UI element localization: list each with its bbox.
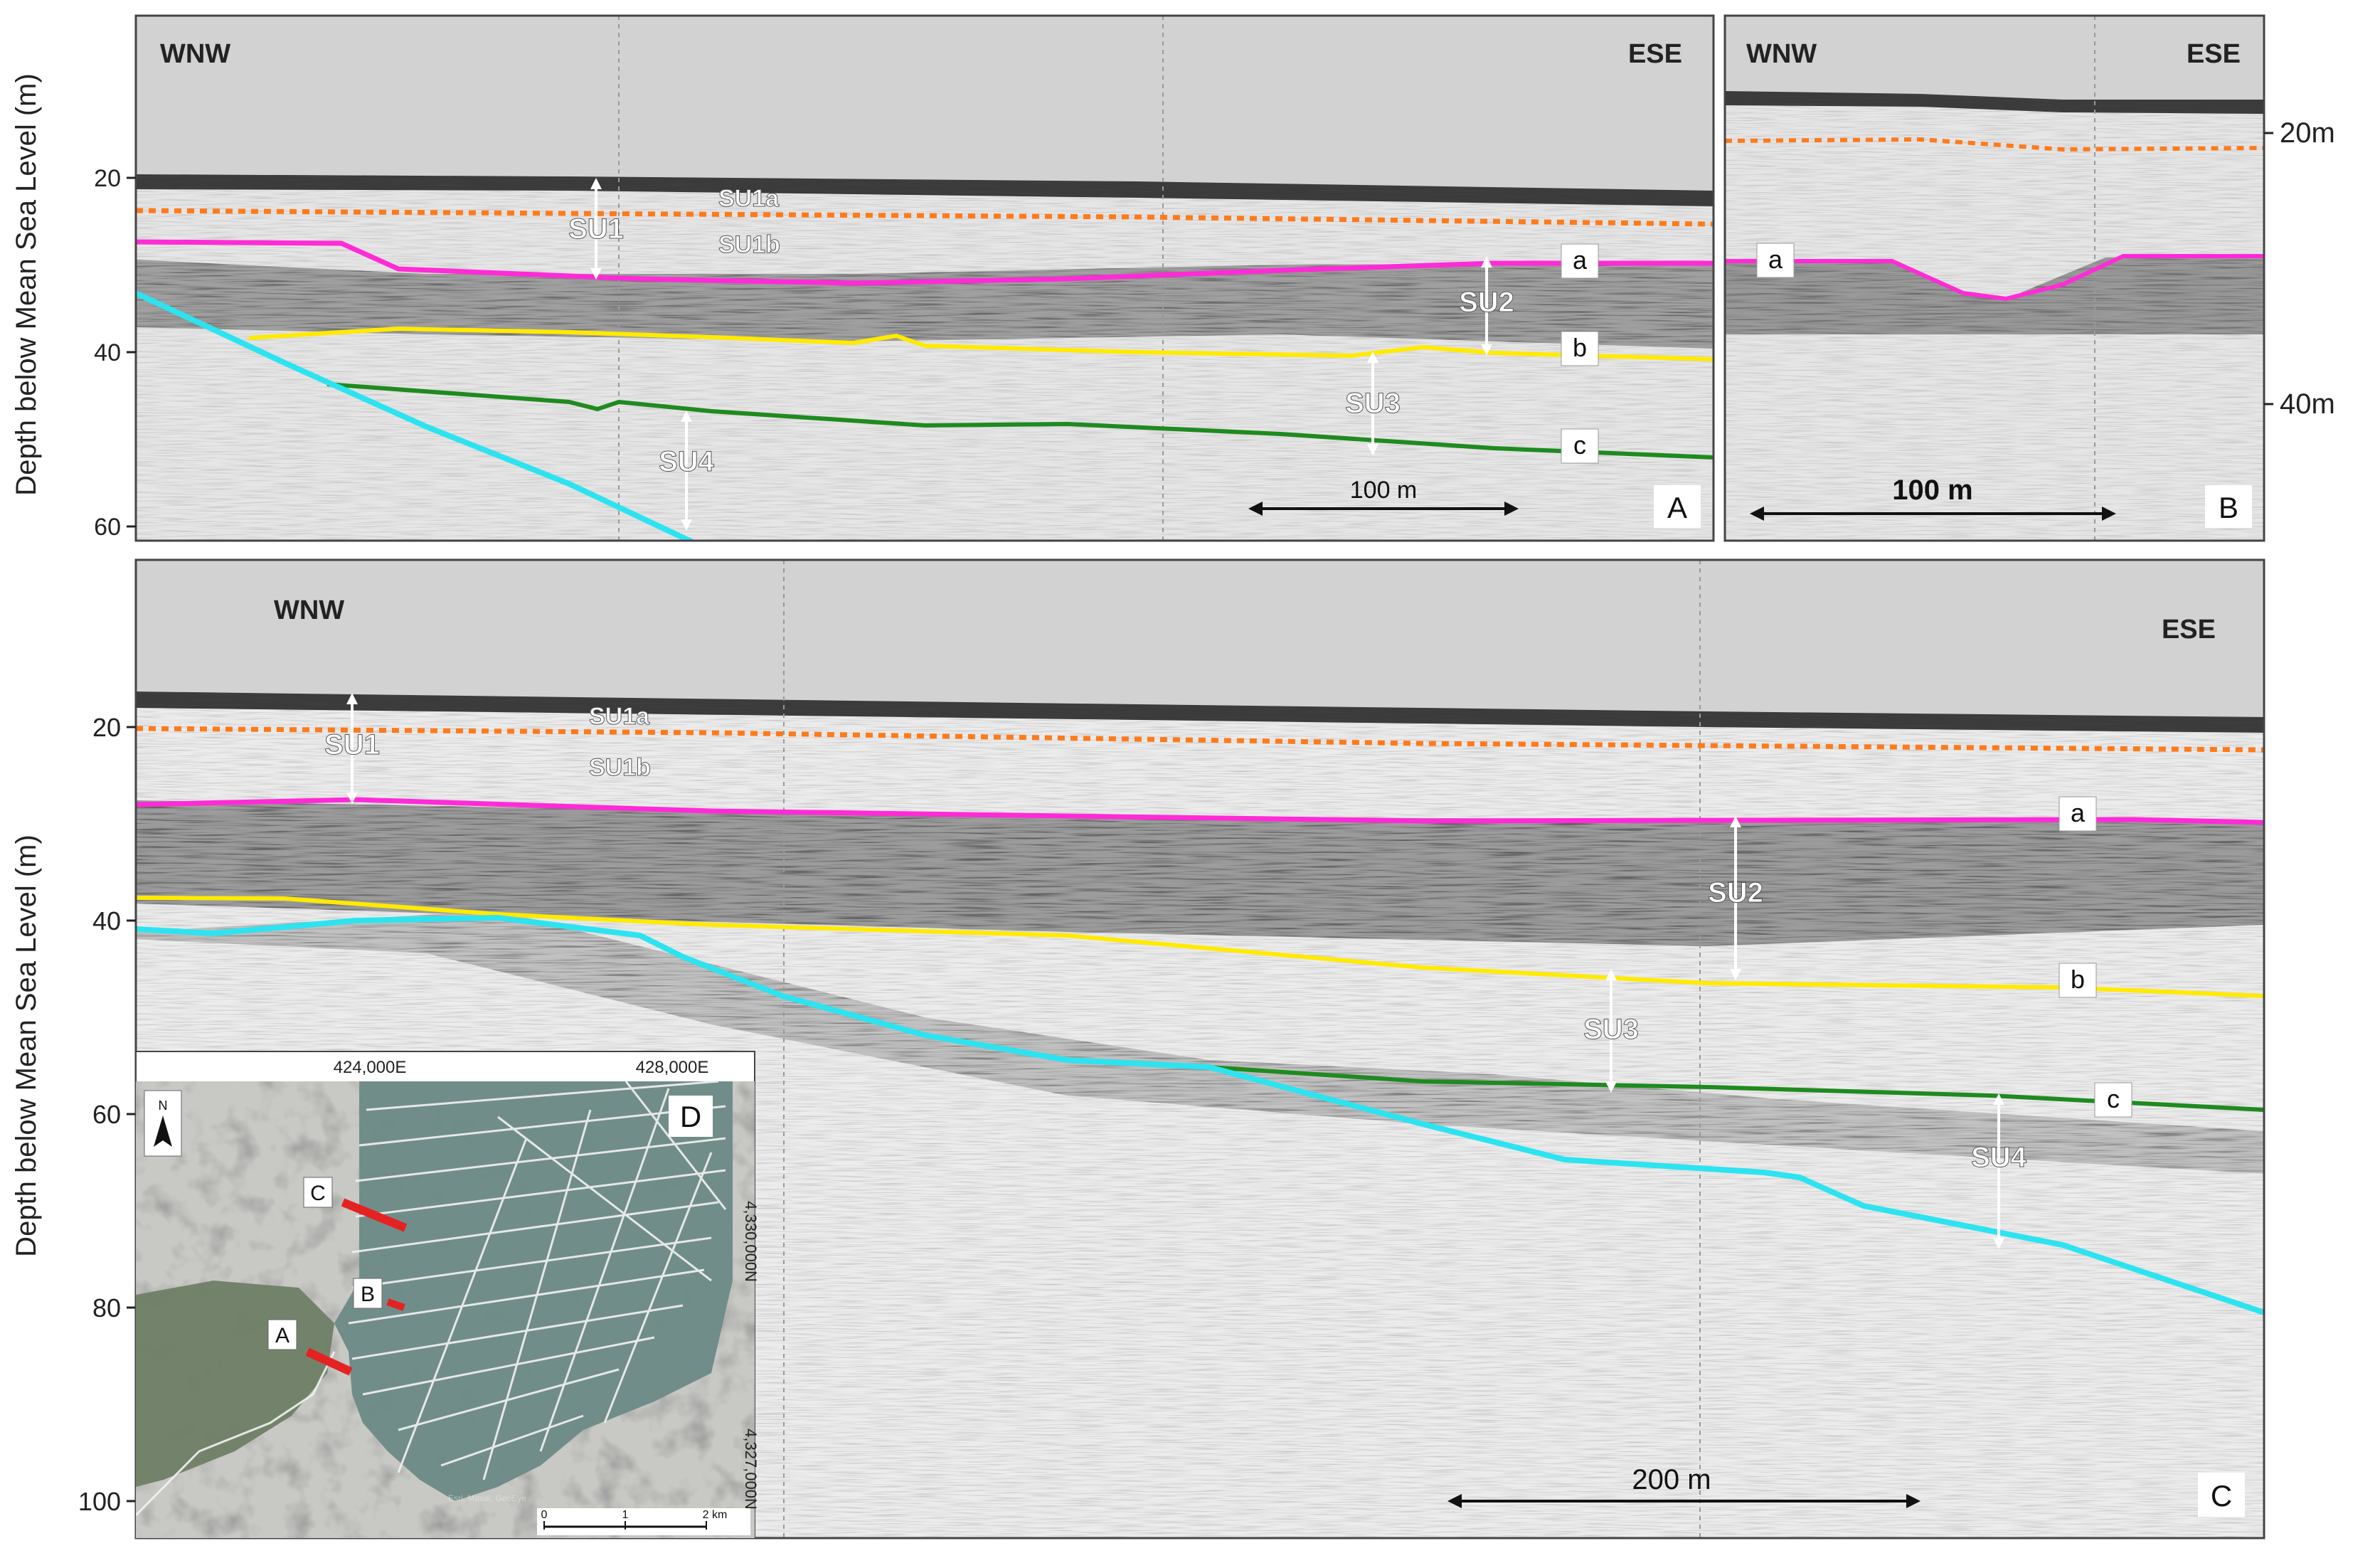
panel-c-label-a: a [2071,798,2086,827]
panel-d-survey-tracks [136,1080,727,1517]
panel-a-base-reflector [136,290,696,541]
panel-a-unit-su1a: SU1a [718,185,780,212]
panel-a-unit-su1: SU1 [568,213,624,245]
panel-d-letter: D [680,1100,701,1133]
panel-a-frame [134,14,1715,542]
panel-c-dir-left: WNW [274,595,344,625]
panel-b-horizon-a [1725,254,2264,302]
panel-d-north-label: N [159,1098,168,1113]
panel-d-label-a: A [275,1324,289,1347]
panel-c-unit-su2: SU2 [1708,877,1763,908]
panel-a-sediment [136,174,1714,541]
panel-b-frame [1723,14,2265,542]
panel-a-tick-60: 60 [94,514,121,541]
panel-c-unit-su3: SU3 [1583,1014,1639,1045]
panel-c-horizon-b [136,896,2264,998]
panel-b-dir-left: WNW [1746,39,1817,69]
panel-d-profile-b-marker [386,1298,405,1311]
panel-d-northing-2: 4,327,000N [742,1429,760,1510]
panel-a-label-b: b [1573,333,1587,362]
panel-b-tick-40m: 40m [2280,388,2335,420]
panel-c-horizon-c [1208,1065,2264,1112]
panel-d-scale-box [537,1508,750,1535]
panel-d-scale-0: 0 [541,1509,548,1521]
panel-a-tick-40: 40 [94,339,121,366]
panel-a-horizon-a [136,239,1714,286]
panel-c-tick-80: 80 [92,1293,121,1323]
panel-a-dir-right: ESE [1628,39,1682,69]
panel-d-scale-2km: 2 km [703,1509,728,1521]
panel-c-tick-40: 40 [92,906,121,936]
panel-a-dark-band [136,260,1714,349]
panel-a-unit-su4: SU4 [659,446,715,477]
panel-a-label-a: a [1573,245,1588,275]
panel-b-scale-label: 100 m [1892,475,1972,506]
y-axis-label-top: Depth below Mean Sea Level (m) [11,73,42,496]
panel-c-tick-100: 100 [78,1487,121,1516]
panel-c-horizon-a [136,797,2264,825]
panel-a-tick-20: 20 [94,165,121,192]
panel-c-su1-boundary [136,726,2264,753]
panel-a-scale-label: 100 m [1350,477,1418,504]
panel-d-map: 424,000E 428,000E 4,330,000N 4,327,000N … [135,1051,760,1539]
y-axis-label-bottom: Depth below Mean Sea Level (m) [11,834,42,1257]
panel-a-label-c: c [1573,430,1586,460]
panel-a-unit-su3: SU3 [1345,388,1401,419]
panel-c-tick-20: 20 [92,713,121,742]
panel-c-scale-label: 200 m [1632,1464,1711,1495]
panel-d-easting-2: 428,000E [636,1058,709,1077]
panel-c-unit-su1b: SU1b [589,754,651,781]
panel-c-unit-su1a: SU1a [589,703,650,730]
panel-b: WNW ESE 20m 40m a 100 m B [1723,14,2335,542]
panel-b-tick-20m: 20m [2280,117,2335,149]
panel-a-dir-left: WNW [160,39,230,69]
panel-d-attribution: Esri, Maxar, GeoEye [448,1493,526,1503]
panel-d-northing-1: 4,330,000N [742,1201,760,1282]
panel-a: 20 40 60 WNW ESE SU1 SU1a SU1b SU2 SU3 S… [94,14,1715,542]
panel-a-horizon-b [248,326,1714,361]
panel-d-scale-bar [543,1521,707,1530]
panel-c-unit-su4: SU4 [1971,1142,2027,1173]
panel-b-su1-boundary [1725,137,2264,152]
panel-a-horizon-c [326,382,1714,460]
panel-b-label-a: a [1768,245,1783,274]
panel-d-profile-a-marker [305,1347,353,1376]
panel-a-seafloor-band [136,174,1714,206]
panel-d-label-c: C [310,1182,326,1205]
panel-c-letter: C [2211,1479,2232,1512]
panel-d-north-arrow-icon [154,1115,172,1147]
panel-a-unit-su2: SU2 [1459,287,1514,318]
panel-a-letter: A [1667,491,1687,524]
panel-d-profile-c-marker [341,1198,408,1232]
panel-c-tick-60: 60 [92,1100,121,1129]
panel-c-unit-su1: SU1 [324,729,380,761]
panel-a-unit-su1b: SU1b [718,231,780,258]
panel-b-letter: B [2219,491,2238,524]
panel-c-label-b: b [2071,965,2085,994]
panel-c-frame [134,558,2265,1540]
panel-d-scale-1: 1 [622,1509,629,1521]
panel-b-dir-right: ESE [2187,39,2241,69]
panel-c-base-reflector [136,914,2264,1315]
panel-d-label-b: B [361,1283,375,1306]
panel-d-easting-1: 424,000E [334,1058,407,1077]
panel-c-dir-right: ESE [2162,615,2216,645]
panel-c-label-c: c [2107,1084,2120,1113]
panel-a-su1-boundary [136,208,1714,227]
